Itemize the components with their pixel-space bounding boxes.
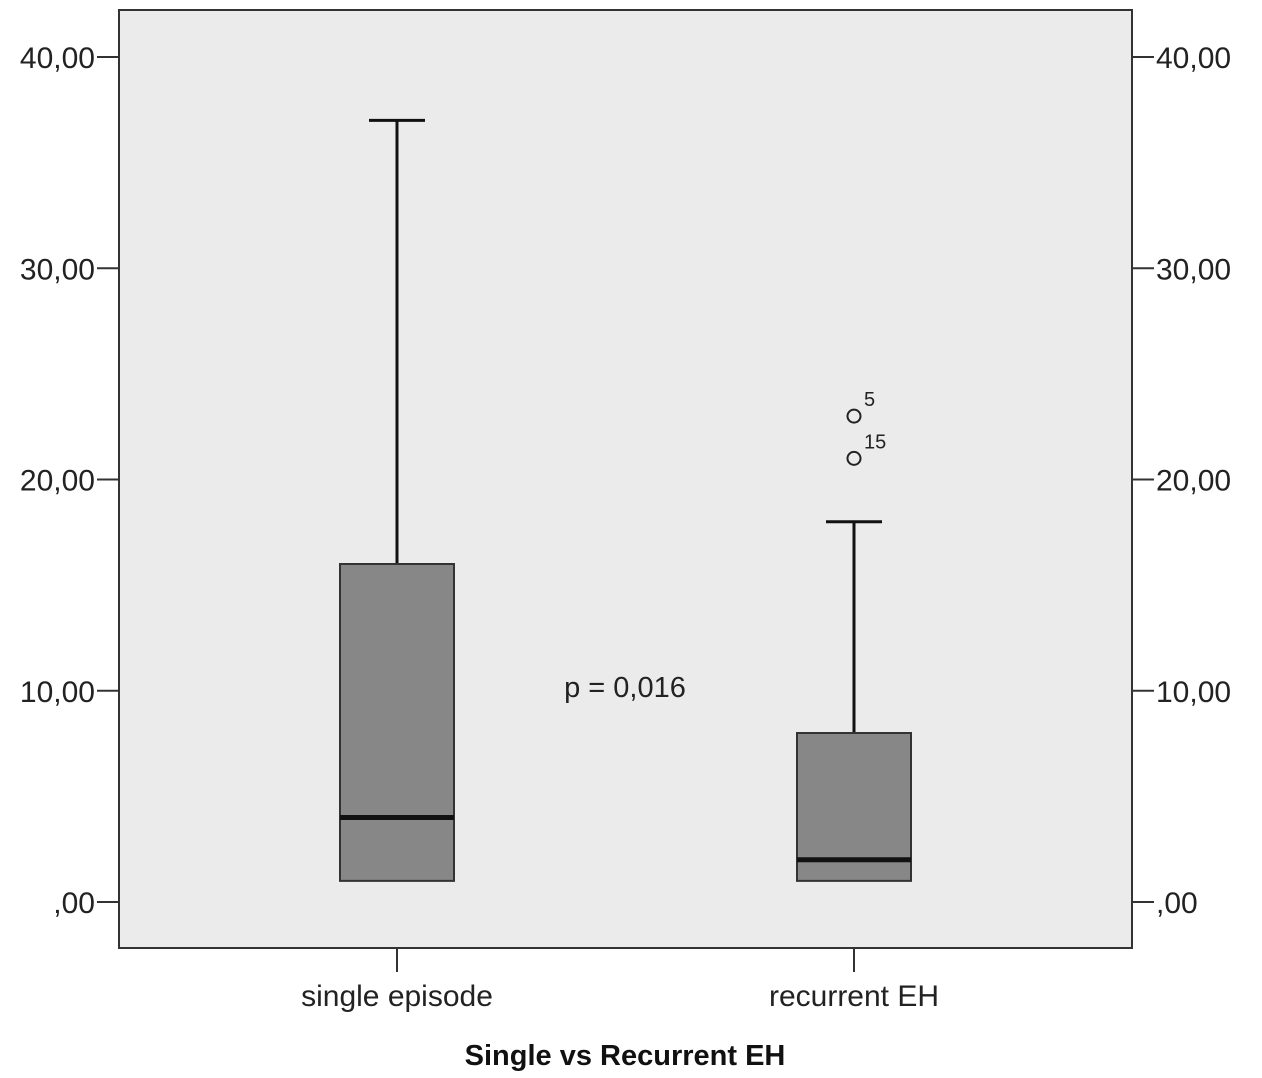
- x-axis-title: Single vs Recurrent EH: [465, 1040, 786, 1072]
- box-series: 5 15: [339, 118, 912, 882]
- left-y-tick-label: 30,00: [20, 253, 95, 286]
- p-value-annotation: p = 0,016: [564, 672, 686, 704]
- left-y-tick-label: 10,00: [20, 676, 95, 709]
- box-body: [796, 732, 912, 882]
- outlier-label: 15: [864, 431, 886, 453]
- right-y-tick-label: 30,00: [1156, 253, 1231, 286]
- left-y-tick-label: 20,00: [20, 465, 95, 498]
- outlier-label: 5: [864, 389, 875, 411]
- right-y-tick-label: 10,00: [1156, 676, 1231, 709]
- left-y-tick-label: 40,00: [20, 42, 95, 75]
- right-y-axis: ,00 10,00 20,00 30,00 40,00: [1132, 42, 1231, 920]
- x-category-label: recurrent EH: [769, 980, 939, 1013]
- right-y-tick-label: 20,00: [1156, 465, 1231, 498]
- right-y-tick-label: 40,00: [1156, 42, 1231, 75]
- box-recurrent-EH: 5 15: [796, 389, 912, 882]
- x-category-label: single episode: [301, 980, 493, 1013]
- left-y-axis: ,00 10,00 20,00 30,00 40,00: [20, 42, 119, 920]
- box-single-episode: [339, 118, 455, 882]
- box-body: [339, 563, 455, 882]
- x-axis: single episode recurrent EH: [301, 948, 939, 1013]
- outlier-point: [846, 450, 862, 466]
- right-y-tick-label: ,00: [1156, 887, 1198, 920]
- left-y-tick-label: ,00: [53, 887, 95, 920]
- plot-area: [118, 9, 1133, 949]
- outlier-point: [846, 408, 862, 424]
